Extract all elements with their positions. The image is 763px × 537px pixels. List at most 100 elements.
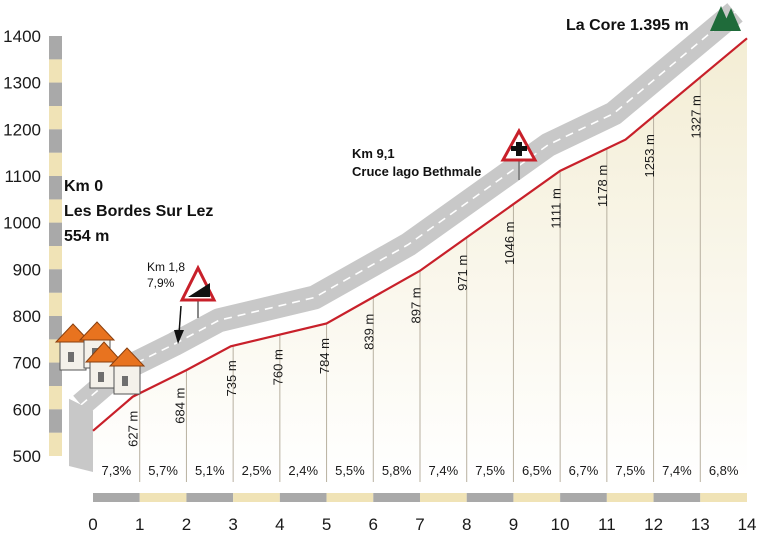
y-scale-segment	[49, 386, 62, 410]
junction-sign-icon	[500, 127, 538, 180]
y-scale-segment	[49, 106, 62, 130]
y-tick-label: 900	[13, 260, 41, 279]
y-scale-segment-dark	[49, 36, 62, 60]
y-tick-label: 1100	[4, 167, 41, 186]
gradient-label: 5,5%	[335, 463, 365, 478]
x-scale-segment	[326, 493, 374, 502]
x-scale-bar	[93, 493, 747, 502]
gradient-label: 7,3%	[102, 463, 132, 478]
x-scale-segment	[186, 493, 234, 502]
gradient-label: 7,4%	[662, 463, 692, 478]
x-scale-segment	[653, 493, 701, 502]
village-houses-icon	[54, 321, 146, 395]
x-axis-ticks: 0 1 2 3 4 5 6 7 8 9 10 11 12 13 14	[88, 515, 756, 534]
elevation-label: 971 m	[455, 255, 470, 291]
elevation-label: 897 m	[408, 287, 423, 323]
x-tick-label: 11	[598, 515, 616, 534]
x-scale-segment	[466, 493, 514, 502]
km-grid-lines	[139, 77, 701, 482]
x-scale-segment	[233, 493, 280, 502]
elevation-label: 1046 m	[502, 221, 517, 264]
y-scale-segment	[49, 292, 62, 316]
x-tick-label: 4	[275, 515, 284, 534]
y-tick-label: 800	[13, 307, 41, 326]
y-tick-label: 600	[13, 400, 41, 419]
x-scale-segment	[606, 493, 654, 502]
y-scale-segment	[49, 152, 62, 176]
junction-name: Cruce lago Bethmale	[352, 164, 481, 179]
y-scale-segment	[49, 246, 62, 270]
x-scale-segment	[279, 493, 327, 502]
start-km: Km 0	[64, 178, 103, 195]
x-tick-label: 14	[738, 515, 757, 534]
x-scale-segment	[139, 493, 187, 502]
x-tick-label: 2	[182, 515, 191, 534]
x-scale-segment	[93, 493, 140, 502]
x-tick-label: 12	[644, 515, 663, 534]
elevation-label: 760 m	[271, 349, 286, 385]
elevation-label: 1178 m	[595, 165, 610, 207]
elevation-label: 627 m	[126, 411, 141, 447]
junction-km: Km 9,1	[352, 146, 395, 161]
steep-km: Km 1,8	[147, 260, 185, 274]
gradient-label: 6,8%	[709, 463, 739, 478]
y-scale-segment	[49, 199, 62, 223]
x-tick-label: 1	[135, 515, 144, 534]
y-scale-segment-dark	[49, 362, 62, 386]
junction-label: Km 9,1 Cruce lago Bethmale	[352, 146, 481, 179]
gradient-label: 6,7%	[569, 463, 599, 478]
x-tick-label: 7	[415, 515, 424, 534]
y-tick-label: 1400	[3, 27, 41, 46]
x-tick-label: 10	[551, 515, 570, 534]
profile-line	[92, 37, 748, 432]
gradient-label: 7,4%	[429, 463, 459, 478]
x-scale-segment	[420, 493, 467, 502]
elevation-label: 735 m	[224, 360, 239, 396]
x-scale-segment	[560, 493, 607, 502]
y-tick-label: 500	[13, 447, 41, 466]
y-axis-ticks: 500 600 700 800 900 1000 1100 1200 1300 1400	[3, 27, 41, 466]
elevation-label: 1253 m	[642, 134, 657, 177]
gradient-label: 7,5%	[615, 463, 645, 478]
y-scale-segment	[49, 339, 62, 363]
x-scale-segment	[373, 493, 420, 502]
gradient-label: 6,5%	[522, 463, 552, 478]
start-place: Les Bordes Sur Lez	[64, 203, 213, 220]
gradient-label: 5,8%	[382, 463, 412, 478]
steep-grade: 7,9%	[147, 276, 175, 290]
y-scale-segment-dark	[49, 176, 62, 200]
y-scale-segment-dark	[49, 129, 62, 153]
summit-trees-icon	[710, 6, 741, 31]
y-scale-bar	[49, 36, 62, 456]
profile-fill	[93, 38, 747, 482]
gradient-label: 5,1%	[195, 463, 225, 478]
elevation-labels: 627 m 684 m 735 m 760 m 784 m 839 m 897 m 971 m…	[126, 95, 704, 447]
x-scale-segment	[700, 493, 747, 502]
y-scale-segment-dark	[49, 222, 62, 246]
y-tick-label: 1200	[3, 120, 41, 139]
steep-pointer-arrow-icon	[174, 305, 184, 344]
elevation-label: 839 m	[362, 314, 377, 350]
x-tick-label: 5	[322, 515, 331, 534]
steep-gradient-sign-icon	[179, 264, 217, 318]
elevation-label: 784 m	[317, 338, 332, 374]
elevation-label: 684 m	[172, 388, 187, 424]
x-scale-segment	[513, 493, 561, 502]
y-scale-segment-dark	[49, 82, 62, 106]
gradient-label: 2,5%	[242, 463, 272, 478]
x-tick-label: 6	[369, 515, 378, 534]
y-tick-label: 1000	[3, 214, 41, 233]
y-scale-segment-dark	[49, 269, 62, 293]
gradient-label: 2,4%	[288, 463, 318, 478]
profile-line-group	[92, 37, 748, 432]
y-tick-label: 700	[13, 354, 41, 373]
gradient-label: 7,5%	[475, 463, 505, 478]
summit-label: La Core 1.395 m	[566, 17, 689, 34]
x-tick-label: 9	[509, 515, 518, 534]
x-tick-label: 8	[462, 515, 471, 534]
profile-area	[93, 38, 747, 482]
x-tick-label: 13	[691, 515, 710, 534]
elevation-label: 1327 m	[689, 95, 704, 138]
y-scale-segment-dark	[49, 409, 62, 433]
y-scale-segment	[49, 59, 62, 83]
